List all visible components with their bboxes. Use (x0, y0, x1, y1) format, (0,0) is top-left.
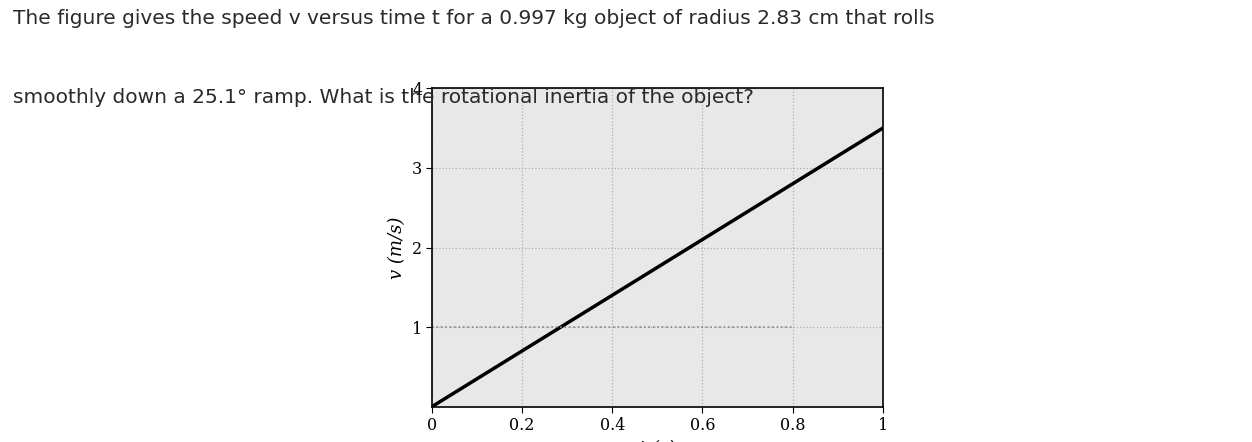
Text: smoothly down a 25.1° ramp. What is the rotational inertia of the object?: smoothly down a 25.1° ramp. What is the … (13, 88, 754, 107)
Text: The figure gives the speed v versus time t for a 0.997 kg object of radius 2.83 : The figure gives the speed v versus time… (13, 9, 934, 28)
X-axis label: t (s): t (s) (640, 440, 675, 442)
Y-axis label: v (m/s): v (m/s) (388, 216, 407, 279)
